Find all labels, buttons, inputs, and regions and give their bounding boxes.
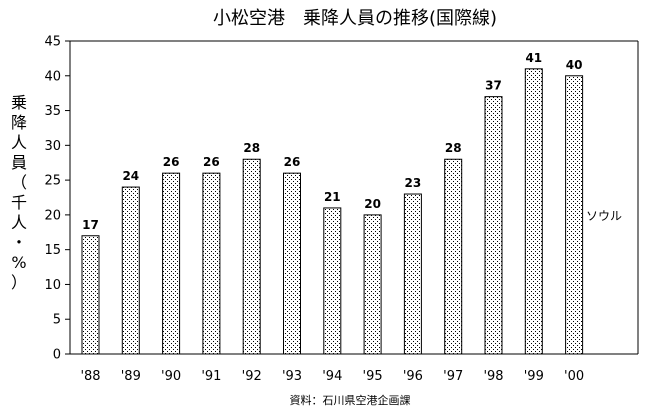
y-axis-label-char: 降 [11,113,27,132]
bar [403,193,422,355]
y-axis-label: 乗降人員（千人・%） [11,93,27,292]
bar [121,186,140,355]
y-axis-label-char: ） [11,273,27,292]
bar-value-label: 21 [324,190,341,204]
bar [524,68,543,355]
chart-title: 小松空港 乗降人員の推移(国際線) [213,8,497,29]
bar-value-label: 41 [525,51,542,65]
y-axis-label-char: 千 [11,193,27,212]
y-axis-label-char: 人 [11,133,27,152]
y-tick-label: 30 [44,139,61,154]
y-tick-label: 45 [44,35,61,50]
y-tick-label: 15 [44,243,61,258]
x-axis-ticks: '88 '89 '90 '91 '92 '93 '94 '95 '96 '97 '98 '99 '00 [80,369,584,384]
y-tick-label: 20 [44,208,61,223]
x-tick-label: '93 [282,369,302,384]
bar-value-label: 26 [163,155,180,169]
y-tick-label: 5 [53,313,61,328]
x-tick-label: '96 [403,369,423,384]
bar [565,75,584,355]
bar-value-label: 37 [485,79,502,93]
y-axis-label-char: 乗 [11,93,27,112]
x-tick-label: '90 [161,369,181,384]
y-axis-label-char: 員 [11,153,27,172]
y-axis-label-char: % [11,253,26,272]
bar-value-label: 40 [566,58,583,72]
y-tick-label: 25 [44,174,61,189]
bar [323,207,342,355]
bar-value-label: 23 [405,176,422,190]
bar-value-label: 20 [364,197,381,211]
y-axis-ticks: 0 5 10 15 20 25 30 35 40 45 [44,35,70,363]
series-annotation: ソウル [586,209,622,223]
bar [484,96,503,355]
x-tick-label: '97 [443,369,463,384]
bar [202,172,221,355]
bar-value-label: 17 [82,218,99,232]
source-note: 資料：石川県空港企画課 [290,393,411,407]
bar [242,158,261,355]
x-tick-label: '99 [524,369,544,384]
x-tick-label: '94 [322,369,342,384]
x-tick-label: '95 [363,369,383,384]
y-axis-label-char: （ [11,173,27,192]
bar-value-label: 24 [122,169,139,183]
bar-value-label: 28 [445,141,462,155]
bar [363,214,382,355]
y-tick-label: 40 [44,69,61,84]
bar [81,235,100,355]
bar-value-label: 26 [284,155,301,169]
x-tick-label: '92 [242,369,262,384]
x-tick-label: '89 [121,369,141,384]
y-tick-label: 10 [44,278,61,293]
x-tick-label: '00 [564,369,584,384]
bar [283,172,301,355]
bar-value-label: 28 [243,141,260,155]
x-tick-label: '88 [80,369,100,384]
y-tick-label: 35 [44,104,61,119]
y-axis-label-char: ・ [11,233,27,252]
bar [444,158,463,355]
x-tick-label: '98 [483,369,503,384]
bar-value-label: 26 [203,155,220,169]
y-axis-label-char: 人 [11,213,27,232]
bar-series: 17 24 26 26 28 26 21 20 23 28 37 41 40 [81,51,584,355]
x-tick-label: '91 [201,369,221,384]
y-tick-label: 0 [53,348,61,363]
bar [162,172,181,355]
